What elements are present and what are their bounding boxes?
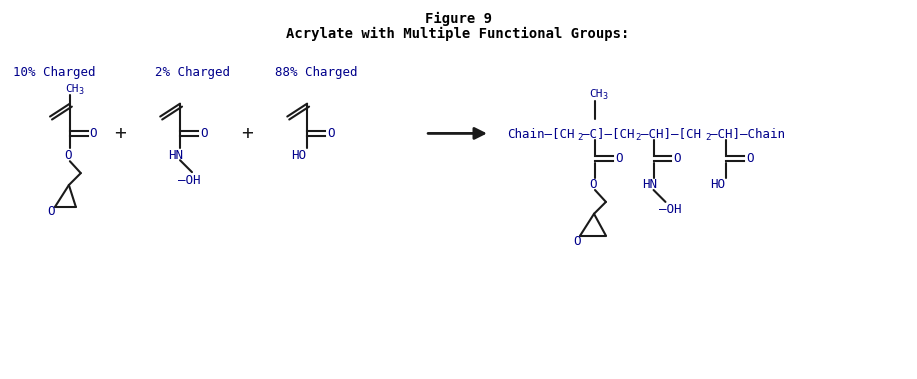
Text: 2% Charged: 2% Charged [155, 66, 230, 79]
Text: —OH: —OH [658, 204, 681, 216]
Text: CH: CH [65, 84, 79, 94]
Text: 10% Charged: 10% Charged [13, 66, 95, 79]
Text: O: O [614, 152, 623, 165]
Text: O: O [200, 127, 207, 140]
Text: O: O [47, 205, 54, 218]
Text: 88% Charged: 88% Charged [275, 66, 358, 79]
Text: O: O [327, 127, 335, 140]
Text: O: O [746, 152, 754, 165]
Text: –C]–[CH: –C]–[CH [582, 127, 635, 140]
Text: Chain–[CH: Chain–[CH [507, 127, 574, 140]
Text: Figure 9: Figure 9 [425, 12, 492, 26]
Text: O: O [90, 127, 97, 140]
Text: —OH: —OH [178, 174, 201, 186]
Text: –CH]–[CH: –CH]–[CH [641, 127, 701, 140]
Text: 2: 2 [705, 133, 711, 142]
Text: O: O [673, 152, 681, 165]
Text: +: + [115, 124, 127, 143]
Text: 2: 2 [635, 133, 641, 142]
Text: HO: HO [292, 149, 306, 162]
Text: O: O [64, 149, 72, 162]
Text: –CH]–Chain: –CH]–Chain [710, 127, 785, 140]
Text: HO: HO [710, 177, 725, 191]
Text: 3: 3 [602, 92, 607, 101]
Text: 3: 3 [79, 87, 83, 96]
Text: +: + [240, 124, 252, 143]
Text: HN: HN [168, 149, 183, 162]
Text: CH: CH [589, 89, 602, 99]
Text: HN: HN [642, 177, 657, 191]
Text: O: O [589, 177, 597, 191]
Text: Acrylate with Multiple Functional Groups:: Acrylate with Multiple Functional Groups… [286, 27, 630, 41]
Text: O: O [573, 235, 580, 248]
Text: 2: 2 [577, 133, 582, 142]
